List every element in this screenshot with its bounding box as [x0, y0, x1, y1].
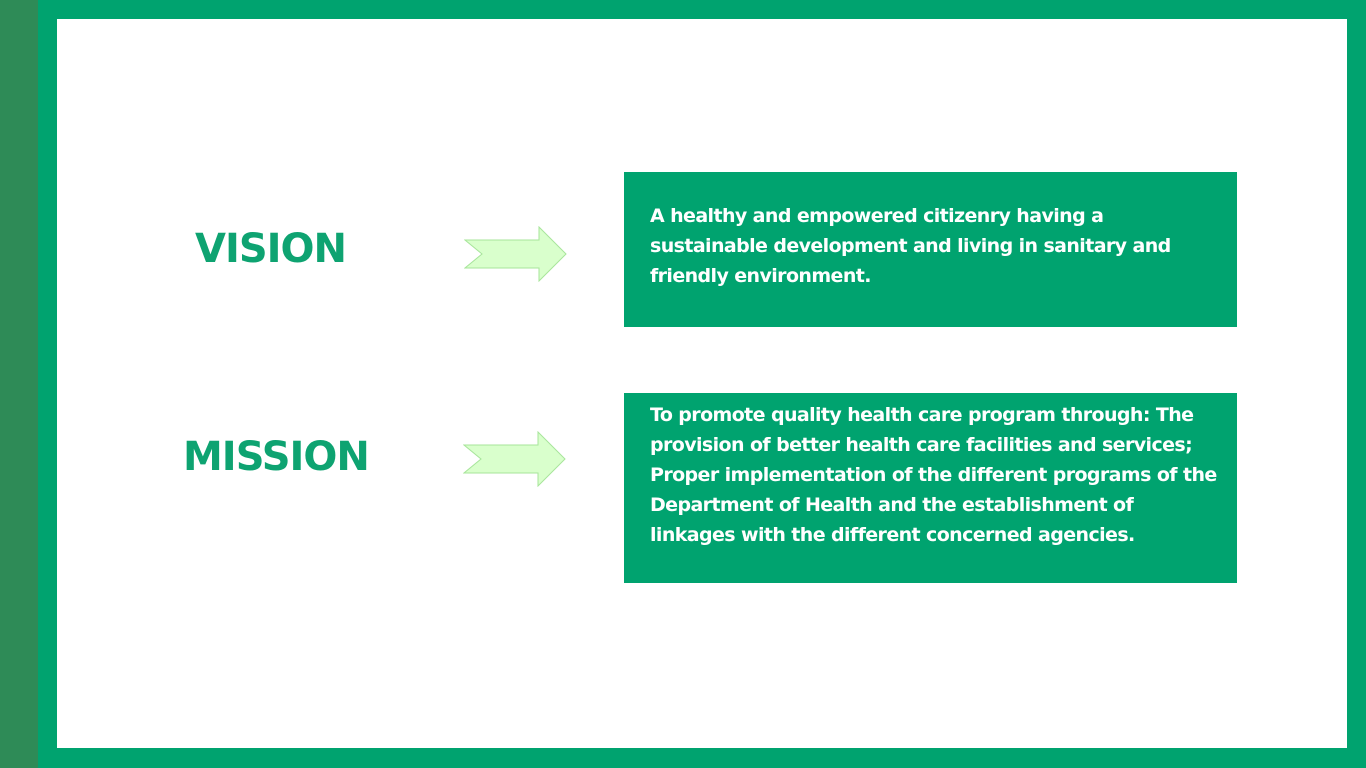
vision-heading: VISION: [195, 226, 347, 272]
mission-statement-box: To promote quality health care program t…: [624, 393, 1237, 583]
slide-canvas: VISION A healthy and empowered citizenry…: [57, 19, 1347, 748]
mission-right-arrow-icon: [463, 431, 566, 487]
mission-arrow-shape: [463, 431, 566, 487]
vision-statement-text: A healthy and empowered citizenry having…: [650, 205, 1171, 287]
vision-arrow-shape: [464, 226, 567, 282]
vision-statement-box: A healthy and empowered citizenry having…: [624, 172, 1237, 327]
mission-statement-text: To promote quality health care program t…: [650, 404, 1217, 546]
left-accent-strip: [0, 0, 38, 768]
mission-heading: MISSION: [183, 434, 370, 480]
vision-right-arrow-icon: [464, 226, 567, 282]
